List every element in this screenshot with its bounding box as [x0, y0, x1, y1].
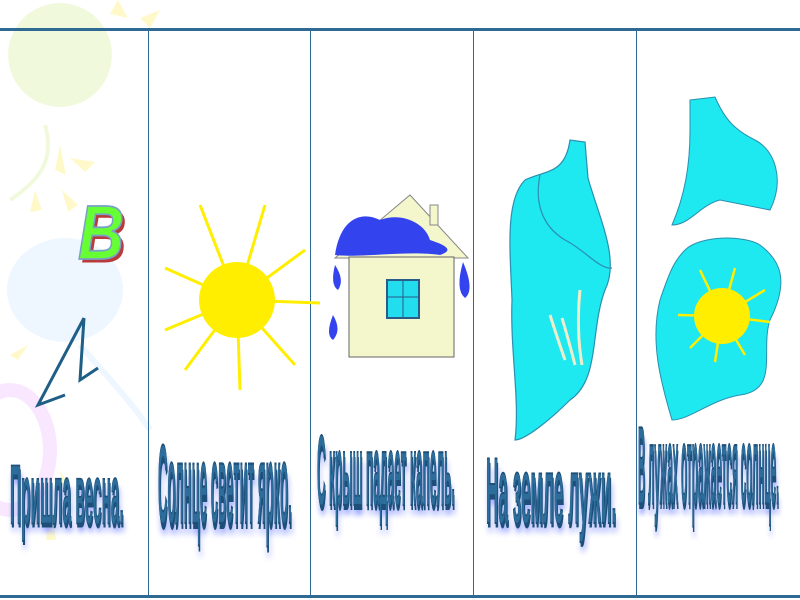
- letter-v: В: [77, 188, 125, 276]
- caption-drip-falls: С крыш падает капель.: [317, 419, 455, 531]
- puddle-reflection-icon: [655, 96, 782, 421]
- balloon-icon: [7, 238, 123, 342]
- house-icon: [329, 194, 470, 358]
- column-divider: [473, 28, 474, 598]
- sun-reflection-icon: [677, 267, 771, 363]
- column-divider: [636, 28, 637, 598]
- caption-puddles: На земле лужи.: [486, 442, 617, 547]
- caption-spring-came: Пришла весна.: [10, 451, 124, 545]
- column-divider: [148, 28, 149, 598]
- caption-sun-shines: Солнце светит ярко.: [158, 427, 292, 552]
- puddle-icon: [509, 139, 613, 441]
- caption-sun-reflected: В лужах отражается солнце.: [638, 409, 779, 532]
- column-divider: [310, 28, 311, 598]
- sun-icon: [164, 204, 321, 391]
- table-frame: [0, 28, 800, 598]
- arrow-sketch-icon: [34, 317, 99, 408]
